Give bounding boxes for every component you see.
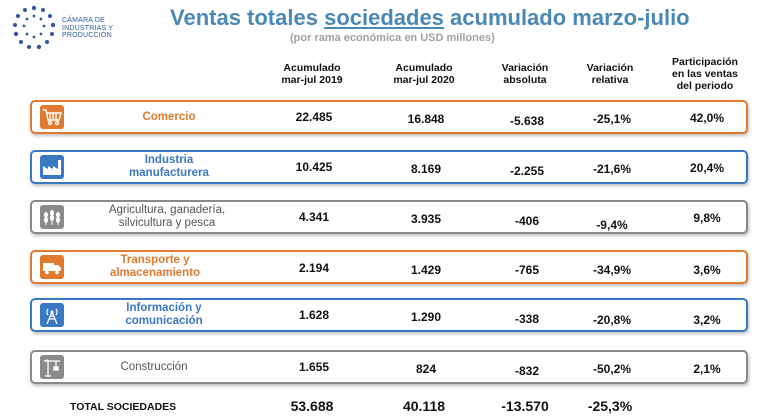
col-header-abs-l1: Variación (501, 62, 549, 74)
title-pre: Ventas totales (170, 5, 325, 30)
cell-2020: 1.290 (410, 310, 442, 324)
col-header-rel-l1: Variación (586, 62, 634, 74)
row-name-l2: comunicación (125, 315, 203, 327)
cell-share: 9,8% (693, 211, 721, 225)
cart-icon (40, 105, 64, 129)
cell-2019: 2.194 (298, 261, 330, 275)
row-name: Transporte y almacenamiento (80, 252, 230, 282)
cell-2019: 10.425 (295, 160, 333, 174)
col-header-share-l1: Participación (672, 56, 738, 68)
cell-rel: -20,8% (592, 313, 632, 327)
cell-abs: -832 (514, 364, 540, 378)
cell-rel: -9,4% (596, 218, 628, 232)
factory-icon (40, 155, 64, 179)
cell-abs: -338 (514, 312, 540, 326)
row-name: Construcción (84, 352, 224, 382)
total-abs: -13.570 (501, 398, 549, 414)
cell-rel: -21,6% (592, 162, 632, 176)
col-header-abs-l2: absoluta (503, 74, 547, 86)
cell-rel: -34,9% (592, 263, 632, 277)
cell-2020: 8.169 (410, 162, 442, 176)
crane-icon (40, 355, 64, 379)
cell-abs: -5.638 (509, 114, 545, 128)
col-header-2020-l2: mar-jul 2020 (393, 74, 455, 86)
row-name-l1: Comercio (142, 110, 196, 123)
cell-abs: -765 (514, 263, 540, 277)
cell-2019: 22.485 (295, 110, 333, 124)
row-name-l2: almacenamiento (109, 267, 201, 279)
cell-share: 2,1% (693, 362, 721, 376)
cell-2020: 16.848 (407, 112, 445, 126)
col-header-2020: Acumulado mar-jul 2020 (374, 62, 474, 86)
cell-rel: -25,1% (592, 112, 632, 126)
col-header-share: Participación en las ventas del periodo (655, 56, 755, 92)
title-post: acumulado marzo-julio (443, 5, 690, 30)
col-header-2019: Acumulado mar-jul 2019 (262, 62, 362, 86)
cell-2020: 1.429 (410, 263, 442, 277)
col-header-2020-l1: Acumulado (395, 62, 453, 74)
row-name: Industria manufacturera (84, 152, 254, 182)
row-comercio: Comercio 22.485 16.848 -5.638 -25,1% 42,… (30, 100, 748, 134)
row-name-l2: silvicultura y pesca (118, 217, 216, 229)
cell-2020: 3.935 (410, 212, 442, 226)
row-name-l1: Información y (126, 302, 202, 314)
col-header-2019-l2: mar-jul 2019 (281, 74, 343, 86)
row-name-l1: Transporte y (120, 254, 190, 266)
total-label: TOTAL SOCIEDADES (70, 401, 177, 413)
logo-line-1: CÁMARA DE (62, 17, 106, 24)
cell-2020: 824 (415, 362, 437, 376)
title-underlined: sociedades (324, 5, 444, 30)
col-header-rel-l2: relativa (591, 74, 629, 86)
logo-line-2: INDUSTRIAS Y (62, 24, 114, 32)
row-agricultura: Agricultura, ganadería, silvicultura y p… (30, 200, 748, 234)
row-name-l1: Construcción (120, 360, 188, 373)
cell-rel: -50,2% (592, 362, 632, 376)
page-subtitle: (por rama económica en USD millones) (290, 32, 495, 44)
row-name: Comercio (84, 102, 254, 132)
col-header-abs: Variación absoluta (480, 62, 570, 86)
row-informacion: Información y comunicación 1.628 1.290 -… (30, 298, 748, 332)
cell-share: 42,0% (689, 111, 725, 125)
row-industria: Industria manufacturera 10.425 8.169 -2.… (30, 150, 748, 184)
cell-abs: -2.255 (509, 164, 545, 178)
page-title: Ventas totales sociedades acumulado marz… (170, 5, 690, 31)
cell-share: 3,2% (693, 313, 721, 327)
row-name-l1: Industria (144, 154, 194, 166)
logo: CÁMARA DE INDUSTRIAS Y PRODUCCIÓN (10, 4, 160, 56)
truck-icon (40, 255, 64, 279)
cell-share: 3,6% (693, 263, 721, 277)
total-2020: 40.118 (402, 398, 446, 414)
cell-2019: 1.628 (298, 308, 330, 322)
cell-share: 20,4% (689, 161, 725, 175)
logo-dots-icon (13, 5, 56, 50)
col-header-share-l3: del periodo (676, 80, 734, 92)
logo-line-3: PRODUCCIÓN (62, 32, 112, 39)
total-2019: 53.688 (290, 398, 334, 414)
antenna-icon (40, 303, 64, 327)
row-name: Agricultura, ganadería, silvicultura y p… (72, 202, 262, 232)
row-construccion: Construcción 1.655 824 -832 -50,2% 2,1% (30, 350, 748, 384)
row-name-l1: Agricultura, ganadería, (108, 204, 226, 216)
wheat-icon (40, 205, 64, 229)
total-rel: -25,3% (587, 398, 633, 414)
cell-abs: -406 (514, 214, 540, 228)
cell-2019: 4.341 (298, 210, 330, 224)
row-transporte: Transporte y almacenamiento 2.194 1.429 … (30, 250, 748, 284)
logo-text: CÁMARA DE INDUSTRIAS Y PRODUCCIÓN (62, 17, 157, 40)
col-header-2019-l1: Acumulado (283, 62, 341, 74)
cell-2019: 1.655 (298, 360, 330, 374)
row-name: Información y comunicación (84, 300, 244, 330)
col-header-share-l2: en las ventas (672, 68, 738, 80)
col-header-rel: Variación relativa (565, 62, 655, 86)
row-name-l2: manufacturera (129, 167, 209, 179)
